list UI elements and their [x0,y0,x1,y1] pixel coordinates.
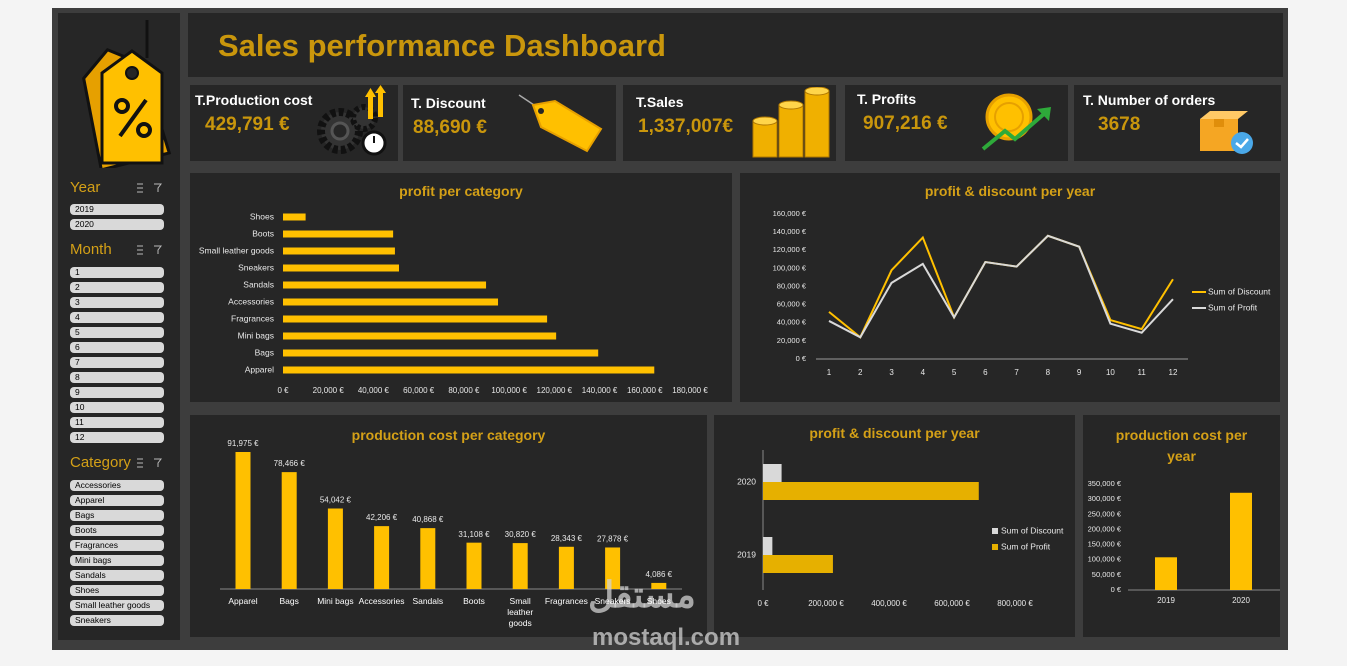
chart-panel: profit & discount per year [714,415,1075,637]
kpi-value: 429,791 € [205,114,290,135]
kpi-label: T. Profits [857,91,917,107]
slicer-item[interactable]: 3 [70,297,164,308]
kpi-card: T. Discount 88,690 € [403,85,616,161]
profit-icon [981,93,1051,151]
x-tick-label: Mini bags [317,596,354,606]
slicer-item[interactable]: Shoes [70,585,164,596]
slicer-title: Month [70,241,112,258]
watermark-site: mostaql.com [592,624,741,651]
x-tick-label: Accessories [358,596,405,606]
slicer-item[interactable]: Accessories [70,480,164,491]
slicer-item[interactable]: 9 [70,387,164,398]
slicer-item[interactable]: 2020 [70,219,164,230]
x-tick-label: Small leather goods [507,596,534,628]
slicer-item[interactable]: Fragrances [70,540,164,551]
watermark-logo: مستقل [588,574,696,615]
tag-icon [82,20,172,168]
slicer-item[interactable]: 5 [70,327,164,338]
chart-panel: production cost per category [190,415,707,637]
x-tick-label: Apparel [228,596,258,606]
x-tick-label: Sandals [412,596,444,606]
chart-title: profit & discount per year [924,183,1096,199]
x-tick-label: Sneakers [594,596,631,606]
kpi-label: T. Number of orders [1083,92,1216,108]
slicer-item[interactable]: Boots [70,525,164,536]
chart-title: production cost per year [1115,427,1248,464]
slicer-item[interactable]: 7 [70,357,164,368]
chart-title: profit per category [399,183,523,199]
gears-icon [317,85,387,156]
x-tick-label: Fragrances [544,596,588,606]
kpi-value: 3678 [1098,114,1141,135]
slicer-item[interactable]: Sneakers [70,615,164,626]
x-tick-label: Boots [463,596,485,606]
slicer-item[interactable]: Mini bags [70,555,164,566]
sale-tag-icon [518,94,603,153]
kpi-label: T.Sales [636,94,684,110]
kpi-label: T. Discount [411,95,486,111]
x-tick-label: Bags [279,596,299,606]
title-bar: Sales performance Dashboard [188,13,1283,77]
slicer-item[interactable]: Sandals [70,570,164,581]
kpi-card: T. Profits 907,216 € [845,85,1068,161]
chart-title: production cost per category [351,427,546,443]
slicer-title: Category [70,454,131,471]
kpi-label: T.Production cost [195,92,313,108]
slicer-item[interactable]: 6 [70,342,164,353]
chart-panel: production cost per year [1083,415,1280,637]
dashboard-title: Sales performance Dashboard [218,28,666,63]
slicer-item[interactable]: 2019 [70,204,164,215]
chart-panel: profit & discount per year [740,173,1280,402]
kpi-value: 907,216 € [863,113,948,134]
x-tick-label: Shoes [646,596,671,606]
kpi-card: T. Number of orders 3678 [1074,85,1281,161]
slicer-item[interactable]: 10 [70,402,164,413]
coins-icon [752,87,830,158]
box-icon [1200,111,1253,154]
slicer-item[interactable]: Small leather goods [70,600,164,611]
slicer-item[interactable]: 1 [70,267,164,278]
slicer-title: Year [70,179,101,196]
slicer-item[interactable]: 11 [70,417,164,428]
slicer-item[interactable]: Bags [70,510,164,521]
slicer-item[interactable]: 12 [70,432,164,443]
chart-title: profit & discount per year [809,425,980,441]
slicer-item[interactable]: 8 [70,372,164,383]
chart-panel: profit per category [190,173,732,402]
kpi-value: 88,690 € [413,117,487,138]
slicer-item[interactable]: 4 [70,312,164,323]
kpi-card: T.Production cost 429,791 € [190,85,398,161]
kpi-card: T.Sales 1,337,007€ [623,85,836,161]
kpi-value: 1,337,007€ [638,116,734,137]
slicer-item[interactable]: Apparel [70,495,164,506]
slicer-item[interactable]: 2 [70,282,164,293]
